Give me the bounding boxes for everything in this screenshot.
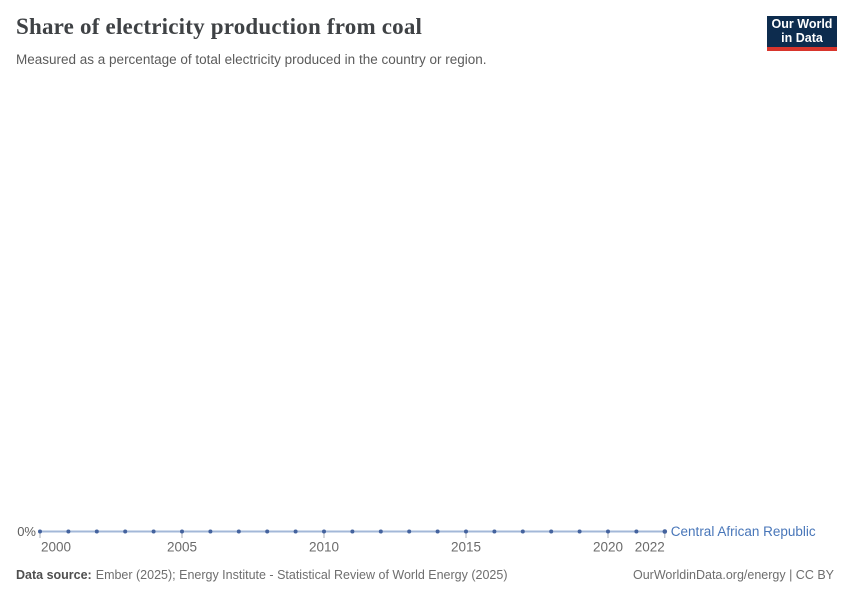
data-point-marker[interactable] (236, 529, 241, 534)
chart-subtitle: Measured as a percentage of total electr… (16, 52, 487, 67)
data-point-marker[interactable] (180, 529, 184, 534)
data-point-marker[interactable] (265, 529, 270, 534)
license-note: OurWorldinData.org/energy | CC BY (632, 568, 834, 582)
data-point-marker[interactable] (577, 529, 582, 534)
owid-logo-icon[interactable]: Our World in Data (767, 16, 837, 51)
data-point-marker[interactable] (208, 529, 213, 534)
data-point-marker[interactable] (606, 529, 610, 534)
data-point-marker[interactable] (350, 529, 355, 534)
data-source-label: Data source: (16, 568, 92, 582)
data-point-marker[interactable] (66, 529, 71, 534)
data-point-marker[interactable] (662, 529, 668, 534)
data-point-marker[interactable] (38, 529, 42, 534)
owid-logo-line1: Our World (771, 16, 833, 31)
x-tick-label: 2000 (41, 540, 71, 555)
data-source-value: Ember (2025); Energy Institute - Statist… (95, 568, 508, 582)
owid-logo-line2: in Data (781, 30, 823, 45)
data-point-marker[interactable] (435, 529, 440, 534)
y-axis-label: 0% (17, 524, 36, 539)
data-point-marker[interactable] (549, 529, 554, 534)
data-point-marker[interactable] (151, 529, 156, 534)
x-tick-label: 2015 (451, 540, 481, 555)
data-point-marker[interactable] (492, 529, 497, 534)
data-point-marker[interactable] (464, 529, 468, 534)
x-tick-label: 2010 (309, 540, 339, 555)
data-point-marker[interactable] (94, 529, 99, 534)
chart-title: Share of electricity production from coa… (16, 14, 423, 39)
data-point-marker[interactable] (123, 529, 128, 534)
data-point-marker[interactable] (520, 529, 525, 534)
data-source-note: Data source: Ember (2025); Energy Institu… (16, 568, 507, 582)
series-label[interactable]: Central African Republic (671, 524, 816, 539)
data-point-marker[interactable] (407, 529, 412, 534)
data-point-marker[interactable] (634, 529, 639, 534)
data-point-marker[interactable] (378, 529, 383, 534)
x-tick-label: 2022 (635, 540, 665, 555)
data-point-marker[interactable] (293, 529, 298, 534)
x-tick-label: 2005 (167, 540, 197, 555)
chart-footer: Data source: Ember (2025); Energy Institu… (16, 568, 834, 582)
data-point-marker[interactable] (322, 529, 326, 534)
x-tick-label: 2020 (593, 540, 623, 555)
